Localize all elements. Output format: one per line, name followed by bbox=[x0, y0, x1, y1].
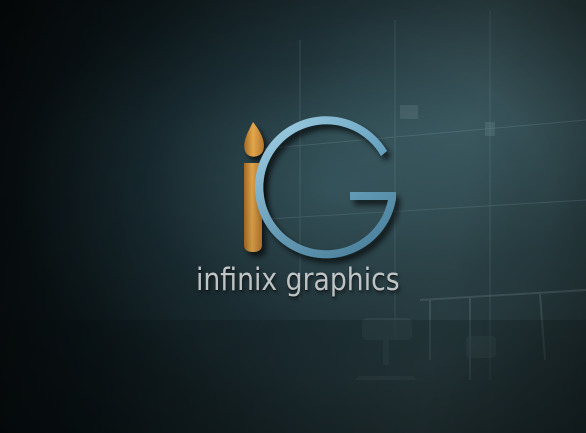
brand-wordmark: infinix graphics bbox=[196, 262, 400, 298]
letter-g bbox=[254, 116, 396, 259]
